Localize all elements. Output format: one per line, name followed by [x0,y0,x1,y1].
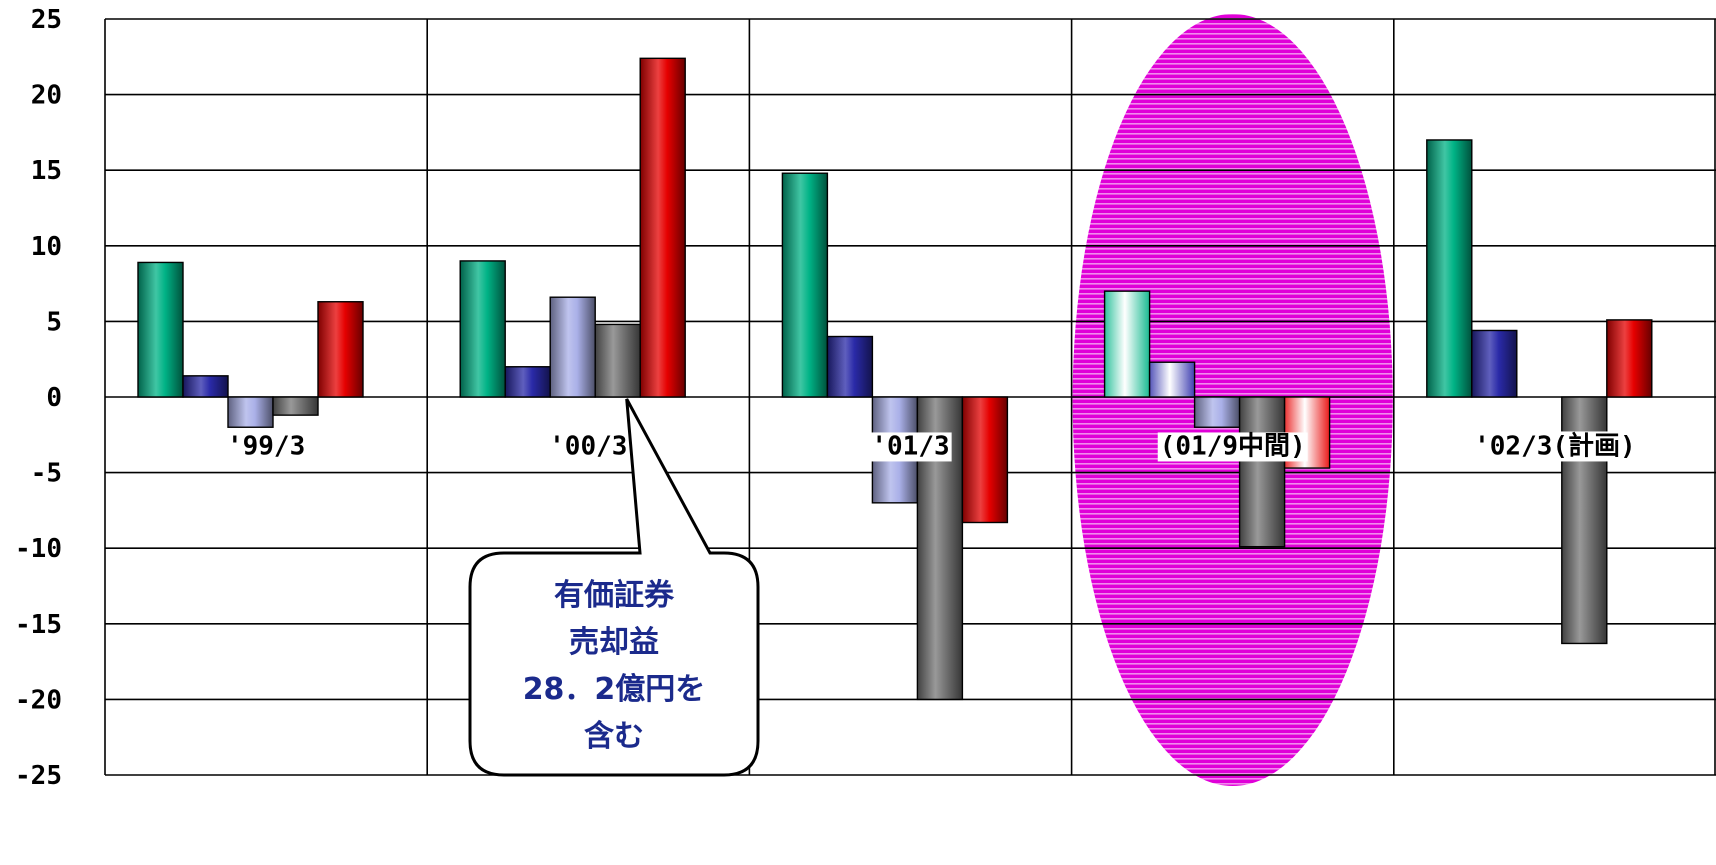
category-label-bg [869,432,952,462]
bar [227,396,274,428]
category-label-bg [1472,431,1638,462]
bar [317,301,364,398]
category-label-bg [547,432,630,462]
bar [137,261,184,398]
callout-line: 含む [584,719,644,754]
bar [1471,329,1518,398]
y-tick-label: 15 [31,156,62,186]
category-label-bg [224,432,308,462]
bar [1103,290,1151,398]
bar [504,366,551,398]
bar [781,172,829,398]
category-label: '00/3 [549,431,627,461]
bar [1426,139,1473,398]
bar [1193,396,1241,428]
callout-line: 28．2億円を [523,672,706,707]
bar [549,296,596,398]
bar [1148,361,1196,398]
y-tick-label: -20 [15,685,62,715]
bar [459,260,506,398]
bars-group [137,57,1653,701]
bar [826,335,874,398]
y-tick-label: 25 [31,5,62,35]
category-label: '02/3(計画) [1474,430,1636,461]
bar [1238,396,1286,548]
category-label: '99/3 [227,431,305,461]
bar [1606,319,1653,398]
bar [639,57,686,398]
y-tick-group: 25 20 15 10 5 0 -5 -10 -15 -20 -25 [15,5,62,791]
y-tick-label: -10 [15,534,62,564]
y-tick-label: 0 [46,383,62,413]
bar [594,323,641,398]
bar [272,396,319,416]
category-label: (01/9中間) [1160,431,1306,461]
bar [182,375,229,398]
bar [961,396,1009,524]
y-tick-label: 20 [31,81,62,111]
category-label-bg [1157,432,1308,462]
y-tick-label: 5 [46,307,62,337]
callout-bubble [468,398,760,777]
y-tick-label: -15 [15,610,62,640]
y-tick-label: -5 [31,459,62,489]
callout-line: 売却益 [569,625,659,660]
callout-line: 有価証券 [554,578,675,613]
y-tick-label: -25 [15,761,62,791]
y-tick-label: 10 [31,232,62,262]
category-label: '01/3 [871,431,949,461]
category-label-group: '99/3 '00/3 '01/3 (01/9中間) '02/3(計画) [224,430,1638,462]
